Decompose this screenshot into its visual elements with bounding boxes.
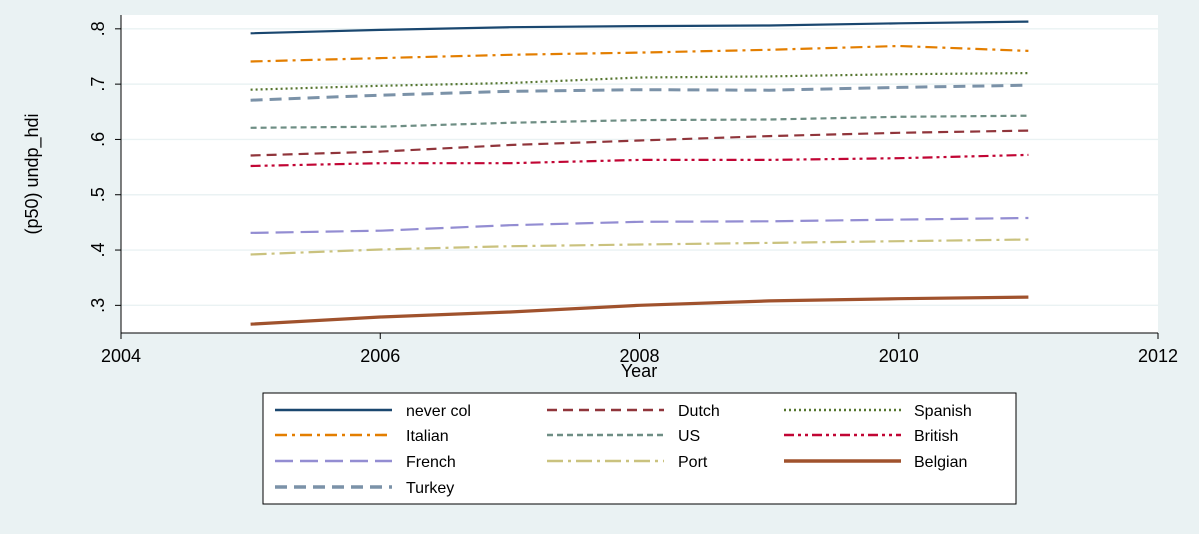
legend-label: Italian (406, 428, 449, 445)
series-line (250, 153, 1029, 168)
legend-label: British (914, 428, 958, 445)
x-axis-label: Year (621, 361, 657, 381)
legend-label: Dutch (678, 403, 720, 420)
y-tick-label: .3 (88, 298, 108, 313)
legend-label: Turkey (406, 480, 454, 497)
y-ticks: .3 .4 .5 .6 .7 .8 (88, 21, 121, 313)
y-axis-label: (p50) undp_hdi (22, 113, 43, 234)
legend-label: never col (406, 403, 471, 420)
legend: never col Dutch Spanish Italian US British Fre… (275, 403, 972, 497)
x-tick-label: 2004 (101, 346, 141, 366)
legend-label: Belgian (914, 454, 967, 471)
x-tick-label: 2010 (879, 346, 919, 366)
series-line (250, 295, 1029, 326)
series-line (250, 216, 1029, 234)
series-line (250, 20, 1029, 35)
y-tick-label: .7 (88, 77, 108, 92)
plot-area (121, 15, 1158, 333)
x-ticks: 2004 2006 2008 2010 2012 (101, 333, 1178, 366)
series-lines (250, 20, 1029, 326)
x-tick-label: 2006 (360, 346, 400, 366)
series-line (250, 83, 1029, 102)
legend-label: US (678, 428, 700, 445)
y-tick-label: .6 (88, 132, 108, 147)
y-tick-label: .8 (88, 21, 108, 36)
y-tick-label: .4 (88, 243, 108, 258)
series-line (250, 129, 1029, 157)
y-tick-label: .5 (88, 187, 108, 202)
series-line (250, 238, 1029, 256)
x-tick-label: 2012 (1138, 346, 1178, 366)
legend-box (262, 392, 1017, 505)
legend-label: French (406, 454, 456, 471)
legend-label: Port (678, 454, 708, 471)
series-line (250, 44, 1029, 63)
legend-label: Spanish (914, 403, 972, 420)
x-tick-label: 2008 (619, 346, 659, 366)
